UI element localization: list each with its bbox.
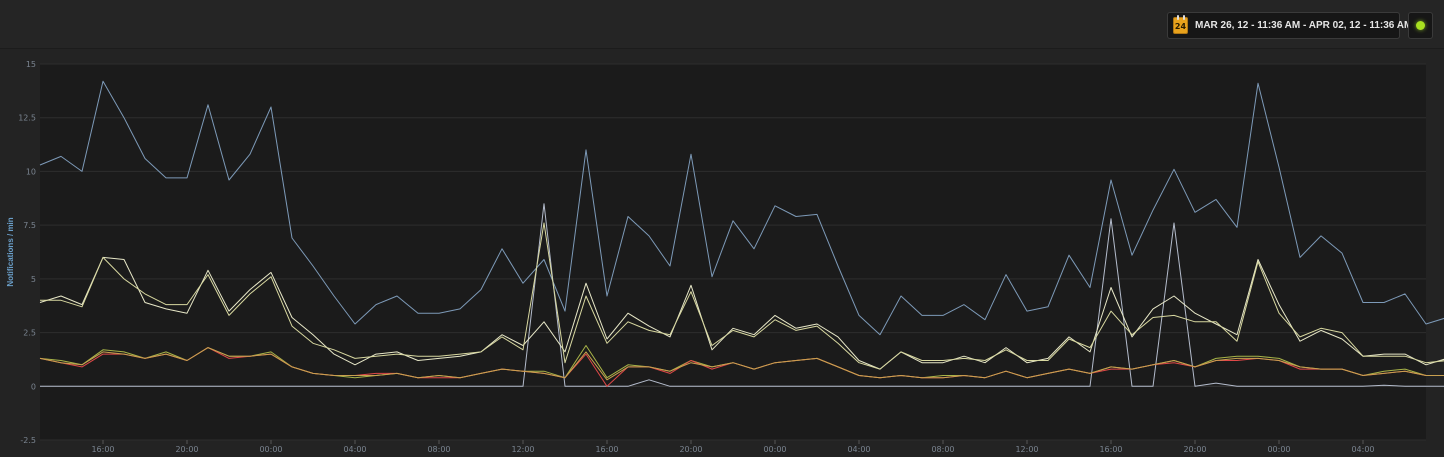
y-tick-label: 0 <box>31 382 36 391</box>
x-tick-label: 16:00 <box>595 445 618 454</box>
x-tick-label: 12:00 <box>511 445 534 454</box>
plot-area <box>40 64 1426 440</box>
x-tick-label: 20:00 <box>175 445 198 454</box>
calendar-icon: 24 <box>1173 15 1188 34</box>
x-axis-ticks: 16:00 20:00 00:00 04:00 08:00 12:00 16:00 20:00… <box>91 440 1375 454</box>
x-tick-label: 16:00 <box>1099 445 1122 454</box>
x-tick-label: 04:00 <box>343 445 366 454</box>
date-range-picker[interactable]: 24 MAR 26, 12 - 11:36 AM - APR 02, 12 - … <box>1167 12 1412 39</box>
x-tick-label: 00:00 <box>259 445 282 454</box>
calendar-day-number: 24 <box>1174 22 1187 31</box>
date-range-label: MAR 26, 12 - 11:36 AM - APR 02, 12 - 11:… <box>1195 20 1413 31</box>
y-tick-label: 7.5 <box>23 221 36 230</box>
x-tick-label: 20:00 <box>1183 445 1206 454</box>
x-tick-label: 04:00 <box>1351 445 1374 454</box>
x-tick-label: 04:00 <box>847 445 870 454</box>
y-tick-label: 10 <box>26 167 36 176</box>
y-tick-label: 5 <box>31 275 36 284</box>
series-lines <box>39 80 1444 387</box>
series-line-7 <box>39 347 1444 381</box>
x-tick-label: 12:00 <box>1015 445 1038 454</box>
live-status-button[interactable] <box>1408 12 1433 39</box>
y-tick-label: 2.5 <box>23 329 36 338</box>
y-tick-label: 15 <box>26 60 36 69</box>
top-toolbar: 24 MAR 26, 12 - 11:36 AM - APR 02, 12 - … <box>0 0 1444 49</box>
y-axis-ticks: -2.5 0 2.5 5 7.5 10 12.5 15 <box>18 60 36 445</box>
x-tick-label: 00:00 <box>1267 445 1290 454</box>
notifications-line-chart: -2.5 0 2.5 5 7.5 10 12.5 15 16:00 20:00 00:00 04:0… <box>6 60 1444 454</box>
x-tick-label: 08:00 <box>931 445 954 454</box>
status-indicator-icon <box>1416 21 1425 30</box>
x-tick-label: 08:00 <box>427 445 450 454</box>
y-axis-label: Notifications / min <box>6 217 15 286</box>
y-tick-label: -2.5 <box>20 436 36 445</box>
series-line-4 <box>40 222 1444 370</box>
x-tick-label: 00:00 <box>763 445 786 454</box>
y-tick-label: 12.5 <box>18 114 36 123</box>
series-line-2 <box>40 203 1444 387</box>
x-tick-label: 20:00 <box>679 445 702 454</box>
series-line-1 <box>39 80 1444 336</box>
x-tick-label: 16:00 <box>91 445 114 454</box>
